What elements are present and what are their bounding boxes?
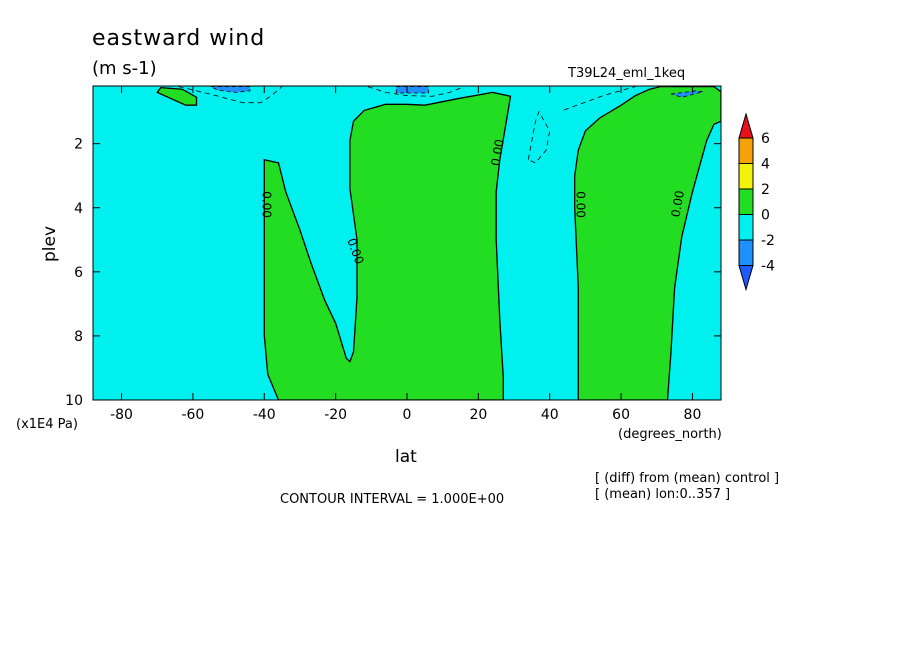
x-tick-label: -80	[110, 407, 133, 423]
negative-region-1	[395, 86, 429, 94]
contour-interval: CONTOUR INTERVAL = 1.000E+00	[280, 492, 504, 507]
y-tick-label: 6	[74, 265, 83, 281]
y-axis-title: plev	[40, 226, 60, 262]
x-tick-label: 60	[612, 407, 630, 423]
dashed-contour-0	[178, 86, 283, 104]
colorbar-label: 2	[761, 182, 770, 198]
colorbar-label: -4	[761, 259, 775, 275]
plot-area	[93, 86, 721, 400]
colorbar-segment	[738, 214, 754, 241]
colorbar-label: 0	[761, 208, 770, 224]
run-label: T39L24_eml_1keq	[567, 66, 685, 81]
colorbar-top-arrow	[738, 112, 754, 139]
chart-title: eastward wind	[92, 26, 265, 51]
dashed-contour-3	[527, 110, 551, 164]
x-axis-title: lat	[395, 447, 417, 467]
negative-region-2	[670, 90, 704, 98]
positive-region-0	[156, 86, 198, 106]
x-axis: -80 -60 -40 -20 0 20 40 60 80	[110, 86, 701, 423]
colorbar-label: 6	[761, 131, 770, 147]
y-tick-label: 4	[74, 201, 83, 217]
x-tick-label: -20	[324, 407, 347, 423]
x-tick-label: -60	[181, 407, 204, 423]
contour-label: 0.00	[669, 189, 687, 218]
y-tick-label: 2	[74, 137, 83, 153]
y-tick-label: 10	[65, 393, 83, 409]
x-tick-label: 80	[684, 407, 702, 423]
contour-label: 0.00	[488, 138, 506, 167]
x-tick-label: -40	[253, 407, 276, 423]
note-mean: [ (mean) lon:0..357 ]	[595, 487, 730, 502]
colorbar-segment	[738, 188, 754, 215]
contour-label: 0.00	[259, 191, 273, 218]
negative-region-0	[210, 86, 251, 93]
y-axis: 2 4 6 8 10	[65, 137, 721, 409]
x-tick-label: 40	[541, 407, 559, 423]
x-tick-label: 20	[469, 407, 487, 423]
contour-label: 0.00	[573, 191, 587, 218]
y-axis-unit: (x1E4 Pa)	[16, 417, 78, 432]
colorbar-segment	[738, 239, 754, 266]
colorbar: 6 4 2 0 -2 -4	[738, 112, 775, 292]
y-tick-label: 8	[74, 329, 83, 345]
colorbar-label: 4	[761, 157, 770, 173]
colorbar-label: -2	[761, 233, 775, 249]
colorbar-segment	[738, 163, 754, 190]
positive-region-1	[263, 91, 512, 400]
x-axis-unit: (degrees_north)	[618, 427, 722, 442]
note-diff: [ (diff) from (mean) control ]	[595, 471, 779, 486]
chart-units: (m s-1)	[92, 58, 157, 79]
colorbar-segment	[738, 137, 754, 164]
positive-region-2	[574, 86, 721, 400]
dashed-contour-2	[563, 86, 636, 111]
colorbar-bottom-arrow	[738, 265, 754, 292]
x-tick-label: 0	[403, 407, 412, 423]
